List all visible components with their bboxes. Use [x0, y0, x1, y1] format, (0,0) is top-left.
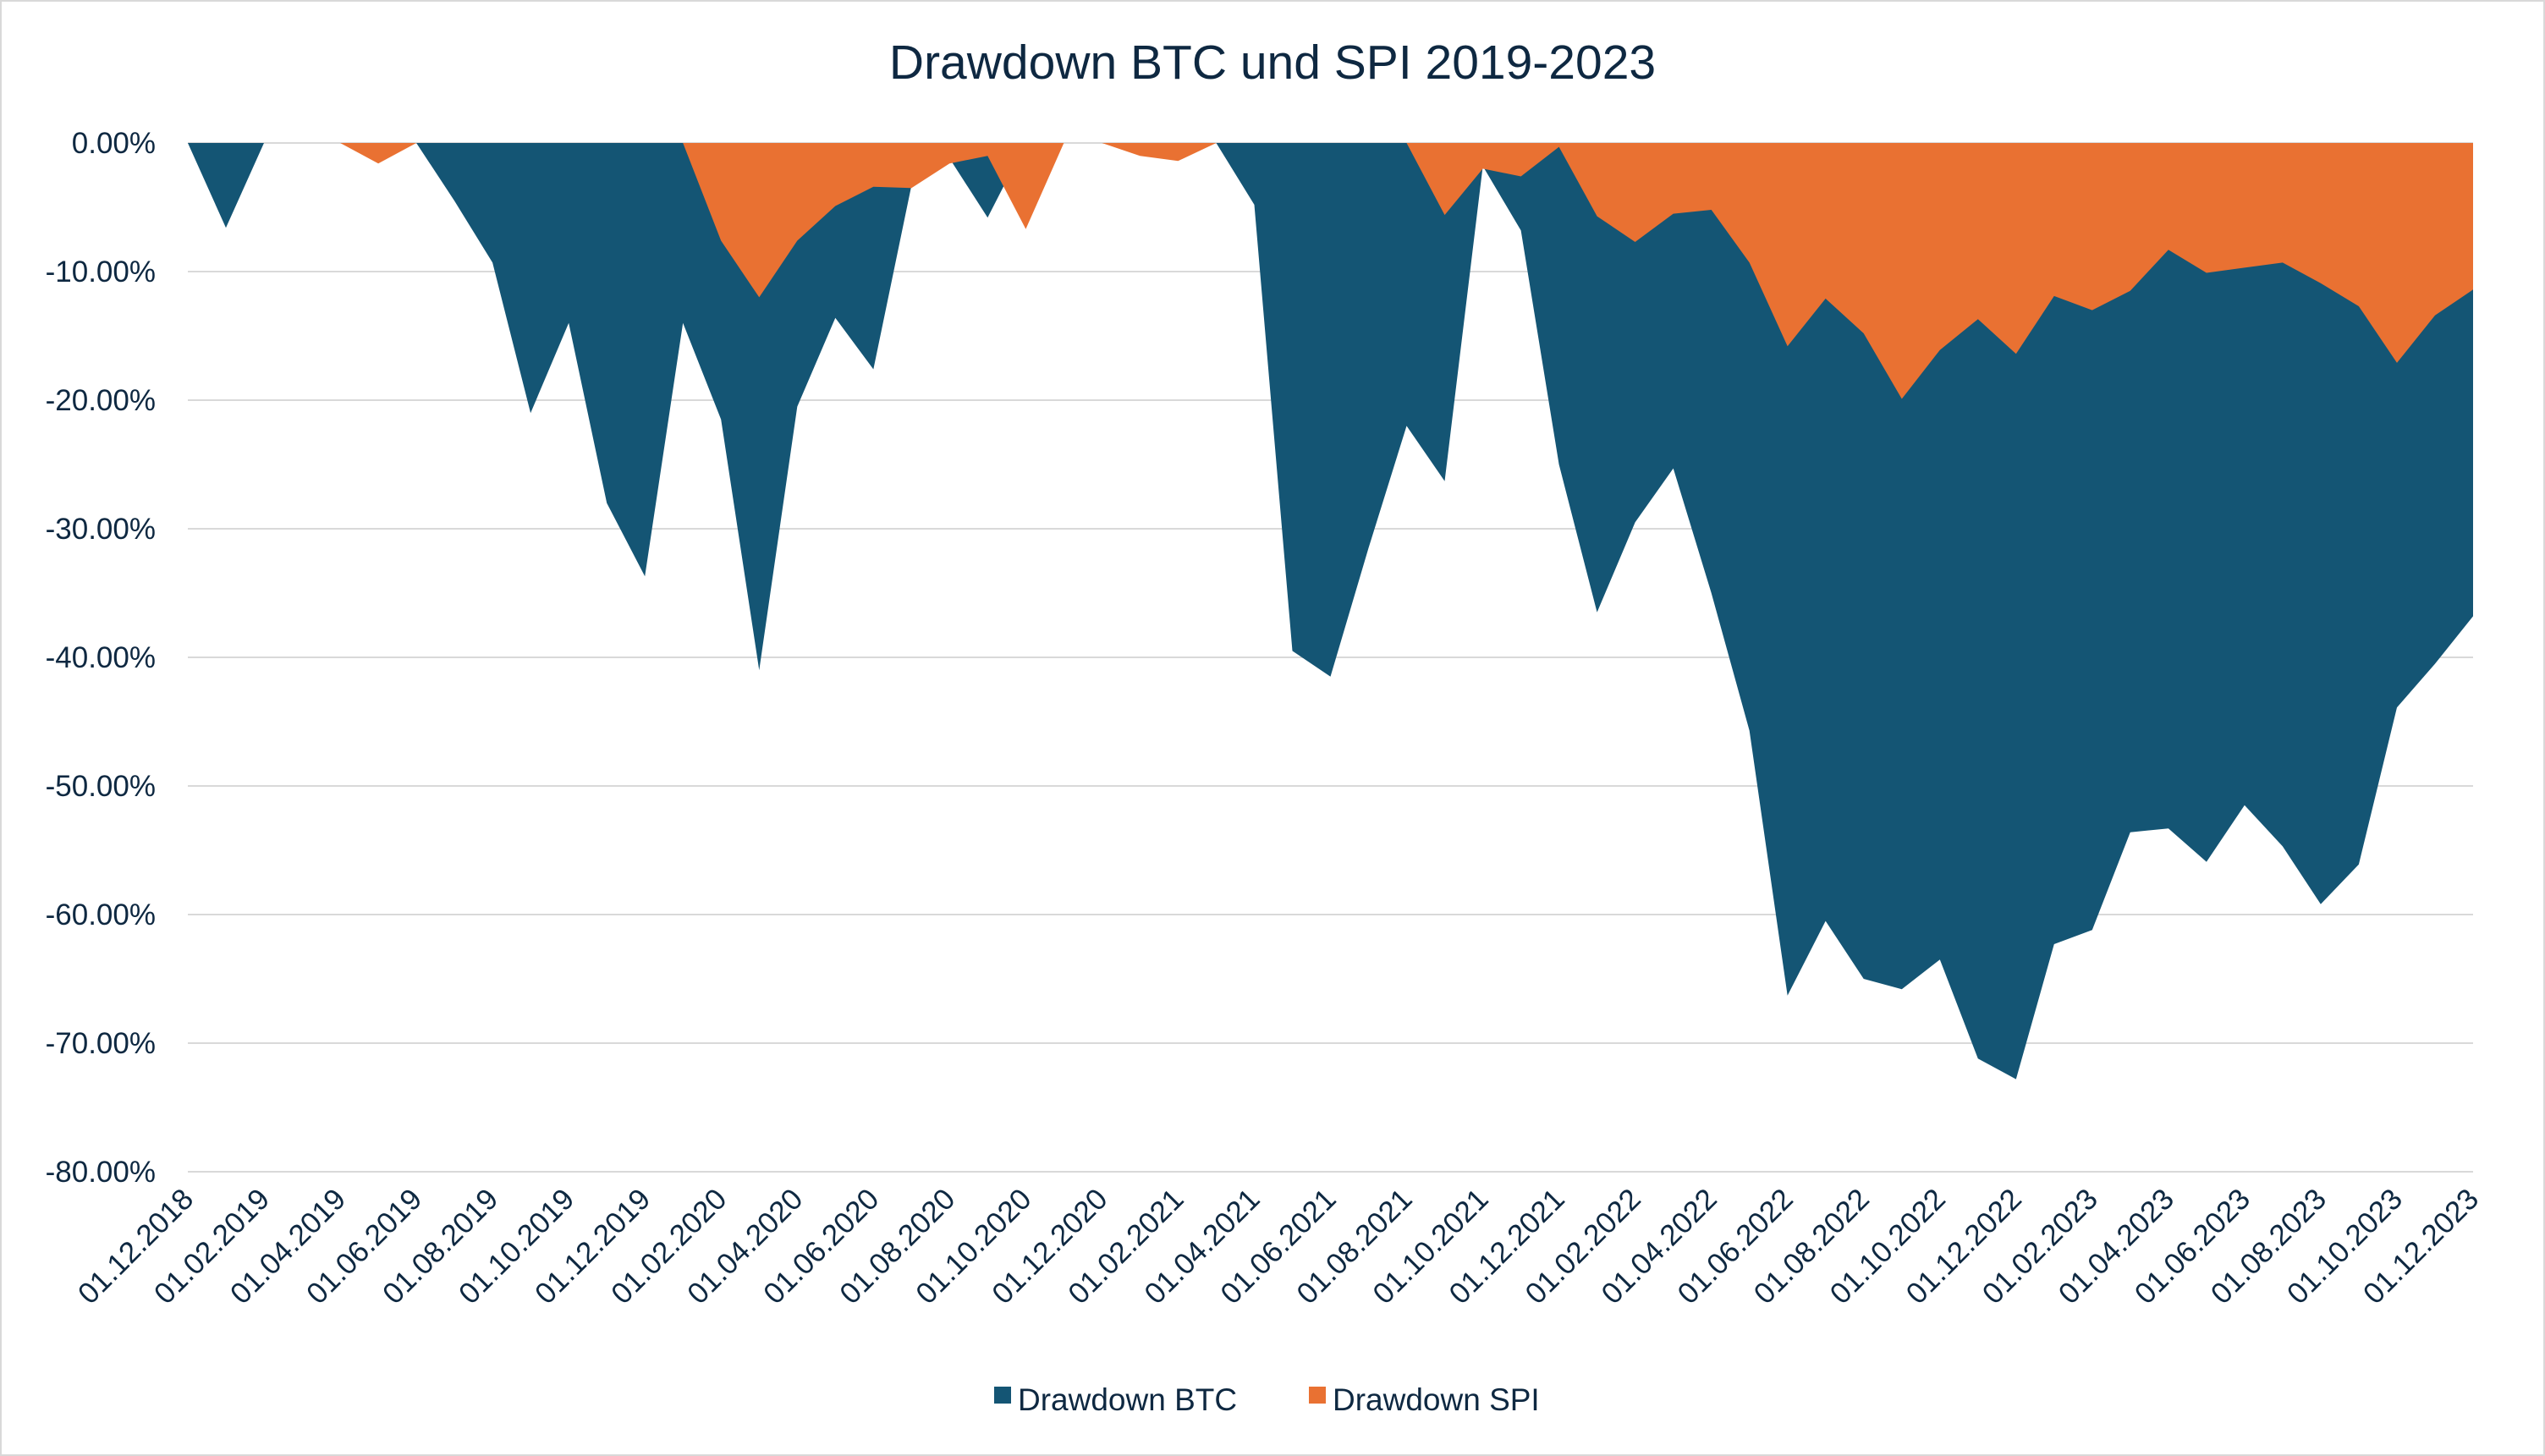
- y-tick-label: -80.00%: [46, 1156, 156, 1189]
- chart-title: Drawdown BTC und SPI 2019-2023: [889, 36, 1656, 90]
- area-drawdown-spi: [188, 143, 2473, 399]
- y-tick-label: -10.00%: [46, 255, 156, 288]
- legend: Drawdown BTC Drawdown SPI: [994, 1382, 1540, 1417]
- x-axis: 01.12.201801.02.201901.04.201901.06.2019…: [72, 1183, 2485, 1310]
- legend-swatch-spi: [1309, 1387, 1326, 1404]
- legend-label-btc: Drawdown BTC: [1018, 1382, 1237, 1417]
- y-tick-label: -70.00%: [46, 1027, 156, 1060]
- legend-swatch-btc: [994, 1387, 1011, 1404]
- legend-label-spi: Drawdown SPI: [1333, 1382, 1540, 1417]
- y-tick-label: -30.00%: [46, 513, 156, 546]
- y-tick-label: -40.00%: [46, 641, 156, 674]
- y-tick-label: 0.00%: [72, 127, 156, 160]
- y-axis: 0.00% -10.00% -20.00% -30.00% -40.00% -50.00%…: [46, 127, 156, 1189]
- y-tick-label: -60.00%: [46, 898, 156, 931]
- y-tick-label: -50.00%: [46, 770, 156, 803]
- y-tick-label: -20.00%: [46, 384, 156, 417]
- series-areas: [188, 143, 2473, 1080]
